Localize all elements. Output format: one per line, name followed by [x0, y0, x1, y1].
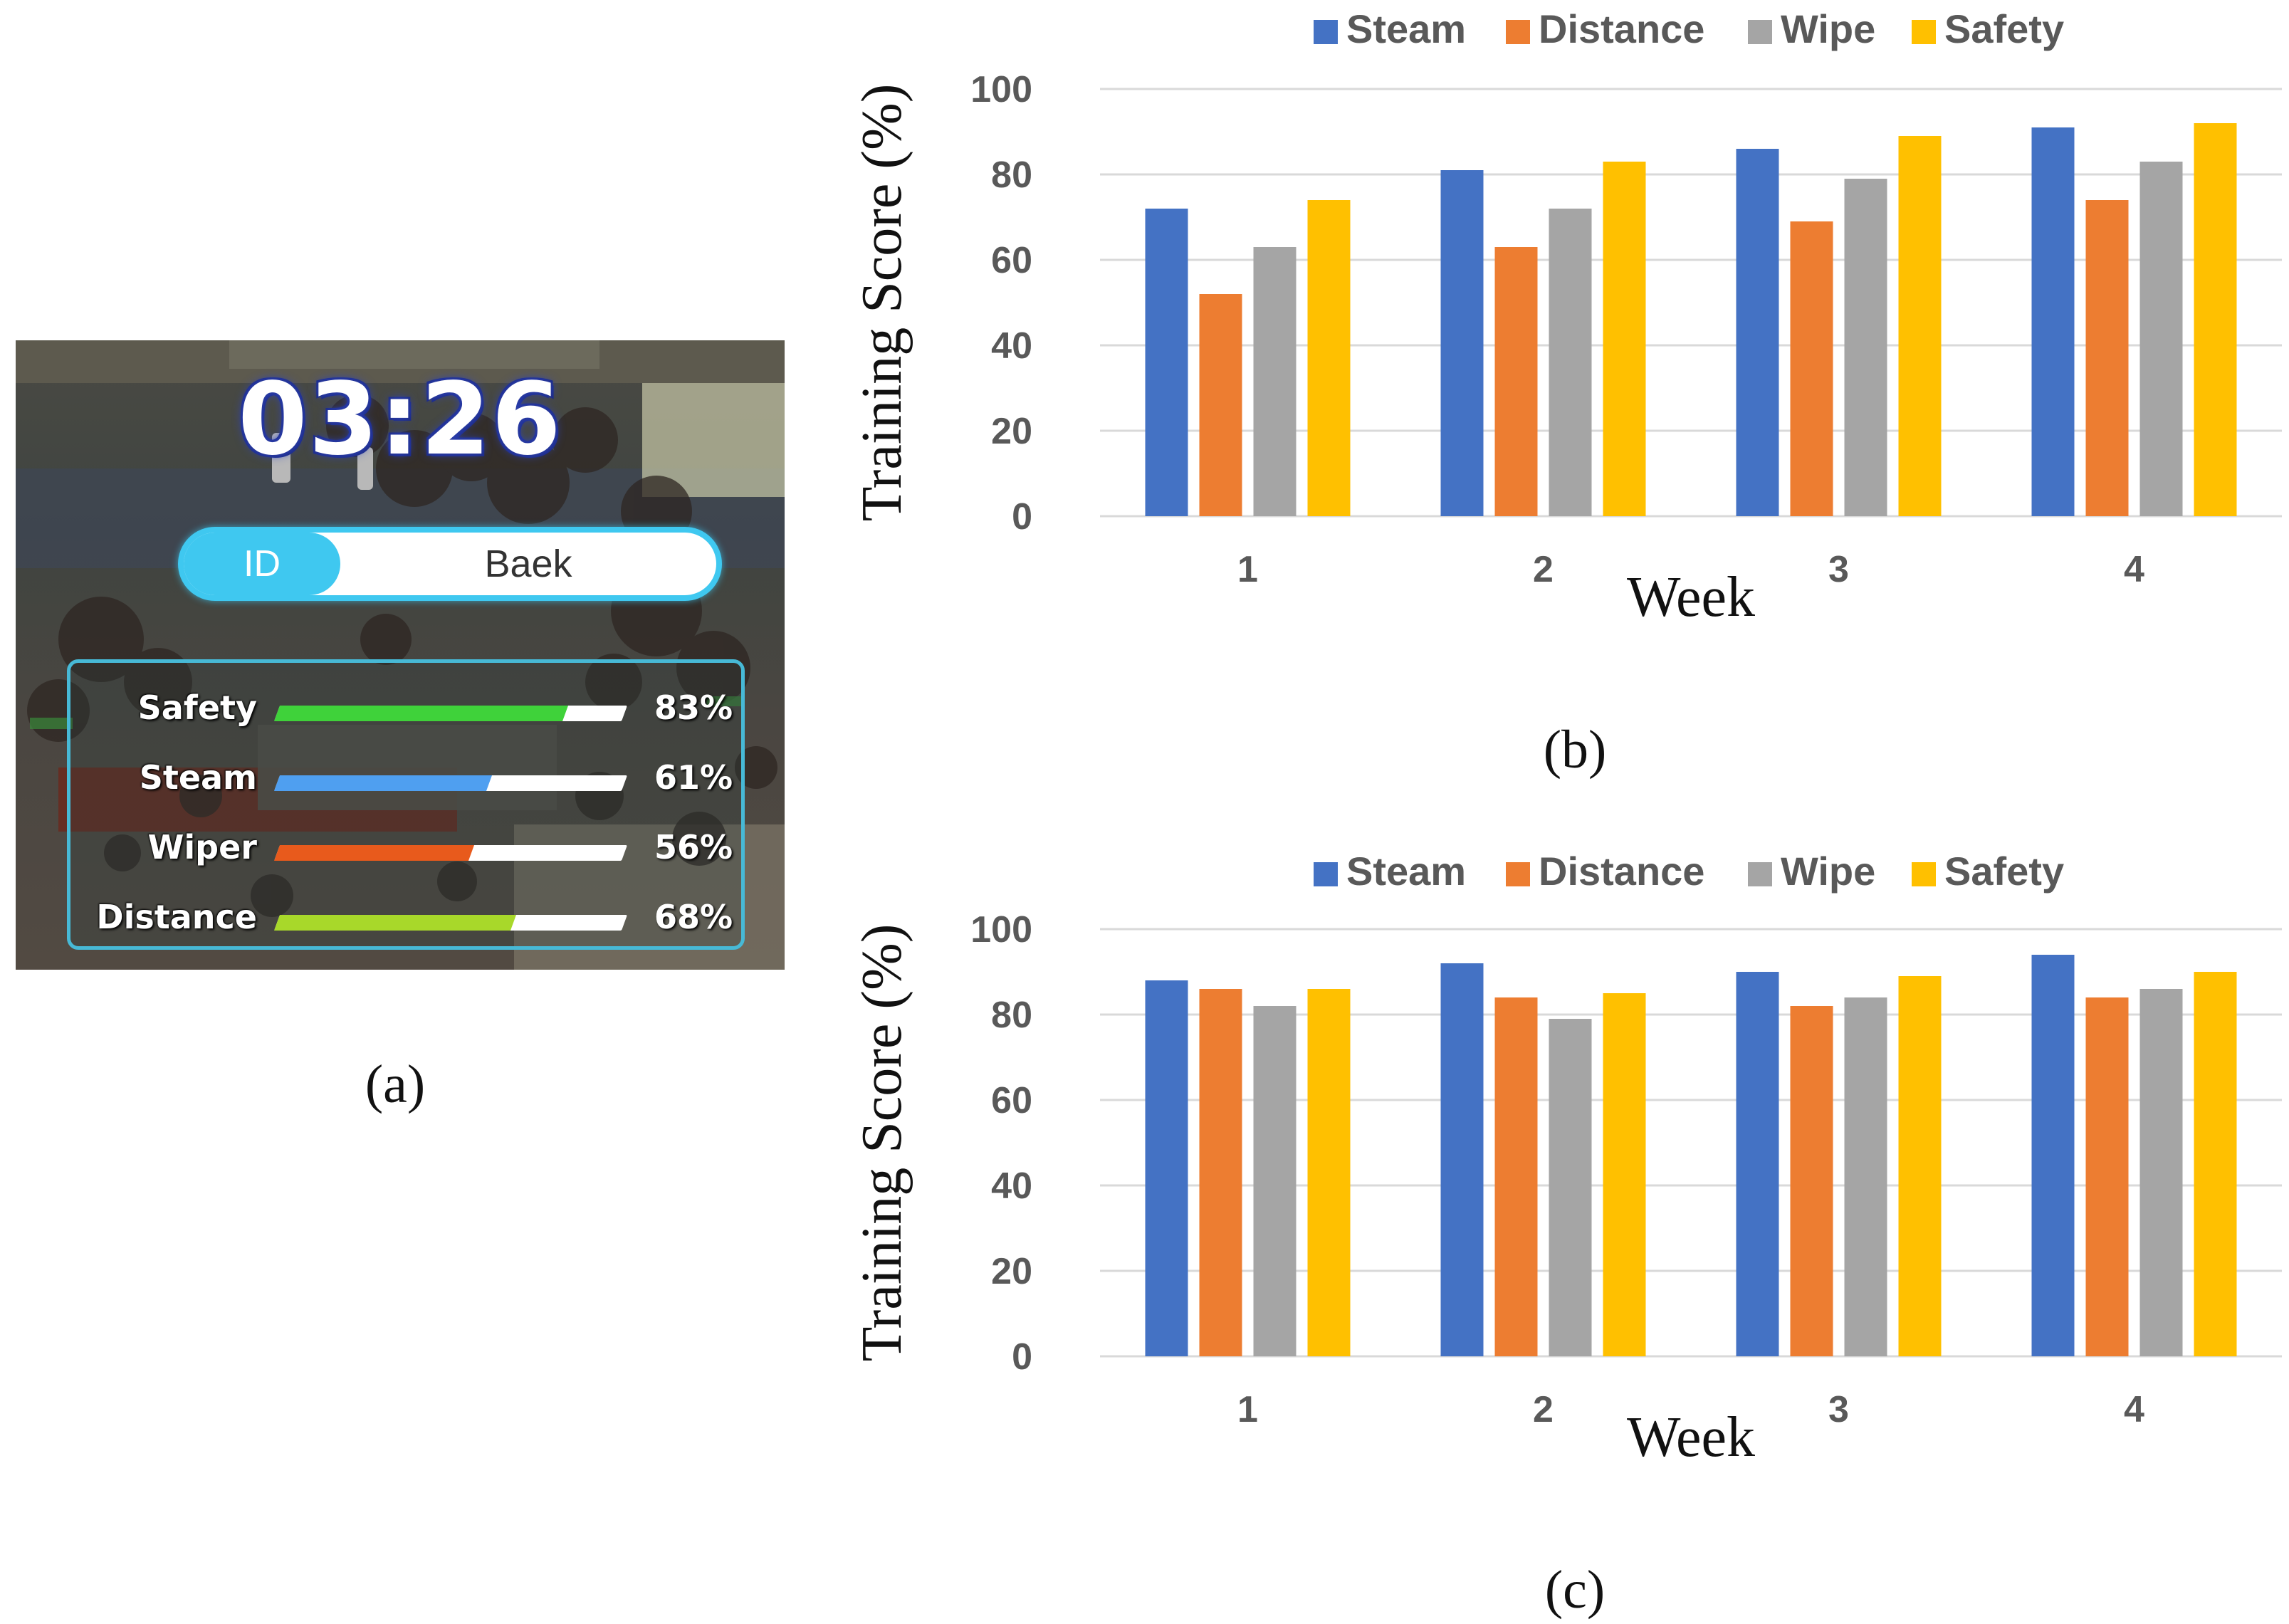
user-id-badge: ID Baek [178, 527, 722, 601]
y-tick-label: 80 [991, 995, 1032, 1036]
bar-safety-week-2 [1603, 162, 1646, 516]
x-tick-label: 2 [1533, 549, 1554, 590]
legend-label-distance: Distance [1539, 849, 1704, 894]
bar-steam-week-3 [1736, 972, 1779, 1356]
bar-steam-week-1 [1145, 209, 1188, 516]
bar-safety-week-1 [1307, 200, 1351, 516]
legend-swatch-wipe [1748, 862, 1772, 886]
panel-label-b: (b) [1543, 720, 1607, 780]
x-tick-label: 2 [1533, 1389, 1554, 1430]
bar-steam-week-2 [1440, 170, 1484, 516]
x-tick-label: 3 [1828, 549, 1849, 590]
legend-label-steam: Steam [1346, 849, 1466, 894]
bar-safety-week-4 [2194, 972, 2237, 1356]
bar-steam-week-4 [2031, 127, 2075, 516]
legend-swatch-steam [1314, 862, 1338, 886]
y-tick-label: 0 [1012, 496, 1032, 538]
x-tick-label: 3 [1828, 1389, 1849, 1430]
legend-label-steam: Steam [1346, 6, 1466, 51]
panel-label-c: (c) [1544, 1560, 1606, 1620]
stat-percent: 83% [654, 688, 733, 727]
y-tick-label: 100 [970, 69, 1032, 110]
x-tick-label: 1 [1237, 549, 1258, 590]
bar-steam-week-3 [1736, 149, 1779, 516]
panel-label-a: (a) [365, 1054, 426, 1114]
bar-wipe-week-4 [2139, 162, 2183, 516]
stat-label: Distance [96, 898, 257, 936]
legend-swatch-distance [1506, 20, 1530, 44]
x-tick-label: 4 [2124, 1389, 2144, 1430]
score-stats-panel: Safety 83% Steam 61% Wiper 56% Distance … [67, 659, 745, 950]
legend-swatch-distance [1506, 862, 1530, 886]
bar-distance-week-3 [1790, 221, 1833, 516]
bar-distance-week-1 [1199, 989, 1242, 1356]
timer-display: 03:26 [238, 362, 562, 478]
y-axis-title: Training Score (%) [851, 84, 913, 522]
legend-label-wipe: Wipe [1781, 6, 1875, 51]
bar-distance-week-4 [2085, 997, 2129, 1356]
stat-row-steam: Steam 61% [70, 754, 748, 804]
bar-wipe-week-4 [2139, 989, 2183, 1356]
y-tick-label: 20 [991, 1251, 1032, 1292]
x-axis-title: Week [1627, 1406, 1755, 1469]
legend-label-distance: Distance [1539, 6, 1704, 51]
bar-steam-week-4 [2031, 955, 2075, 1356]
bar-safety-week-2 [1603, 993, 1646, 1356]
stat-row-distance: Distance 68% [70, 894, 748, 943]
bar-distance-week-1 [1199, 294, 1242, 516]
bar-wipe-week-2 [1549, 1019, 1592, 1356]
bar-safety-week-3 [1898, 976, 1942, 1356]
stat-row-safety: Safety 83% [70, 684, 748, 734]
y-axis-title: Training Score (%) [851, 924, 913, 1362]
x-axis-title: Week [1627, 566, 1755, 629]
stat-percent: 61% [654, 758, 733, 797]
bar-distance-week-2 [1494, 997, 1538, 1356]
y-tick-label: 60 [991, 240, 1032, 281]
bar-wipe-week-1 [1253, 1006, 1297, 1356]
bar-safety-week-4 [2194, 123, 2237, 516]
y-tick-label: 20 [991, 411, 1032, 452]
y-tick-label: 40 [991, 325, 1032, 367]
bar-safety-week-1 [1307, 989, 1351, 1356]
x-tick-label: 1 [1237, 1389, 1258, 1430]
id-tab-label: ID [184, 533, 340, 595]
stat-label: Safety [137, 688, 257, 727]
bar-distance-week-4 [2085, 200, 2129, 516]
y-tick-label: 40 [991, 1165, 1032, 1207]
bar-wipe-week-1 [1253, 247, 1297, 516]
y-tick-label: 80 [991, 154, 1032, 196]
bar-wipe-week-3 [1844, 179, 1887, 516]
legend-label-safety: Safety [1944, 849, 2064, 894]
legend-label-wipe: Wipe [1781, 849, 1875, 894]
legend-label-safety: Safety [1944, 6, 2064, 51]
bar-steam-week-2 [1440, 963, 1484, 1356]
stat-label: Wiper [147, 828, 257, 866]
bar-steam-week-1 [1145, 980, 1188, 1356]
stat-percent: 56% [654, 828, 733, 866]
bar-distance-week-2 [1494, 247, 1538, 516]
chart-b: 0 20 40 60 80 100 1 2 3 4 Week Training Score (%) St… [851, 6, 2282, 629]
legend-swatch-safety [1912, 862, 1936, 886]
bar-distance-week-3 [1790, 1006, 1833, 1356]
y-tick-label: 100 [970, 909, 1032, 950]
legend-swatch-wipe [1748, 20, 1772, 44]
game-hud: 03:26 ID Baek Safety 83% Steam 61% Wiper… [16, 340, 785, 970]
legend-swatch-safety [1912, 20, 1936, 44]
x-tick-label: 4 [2124, 549, 2144, 590]
chart-c: 0 20 40 60 80 100 1 2 3 4 Week Training Score (%) St… [851, 849, 2282, 1469]
user-id-value: Baek [484, 543, 572, 585]
game-scene-background [16, 340, 785, 970]
y-tick-label: 60 [991, 1080, 1032, 1121]
y-tick-label: 0 [1012, 1336, 1032, 1378]
bar-wipe-week-3 [1844, 997, 1887, 1356]
stat-label: Steam [139, 758, 257, 797]
stat-row-wiper: Wiper 56% [70, 824, 748, 874]
legend-swatch-steam [1314, 20, 1338, 44]
bar-safety-week-3 [1898, 136, 1942, 516]
stat-percent: 68% [654, 898, 733, 936]
bar-wipe-week-2 [1549, 209, 1592, 516]
